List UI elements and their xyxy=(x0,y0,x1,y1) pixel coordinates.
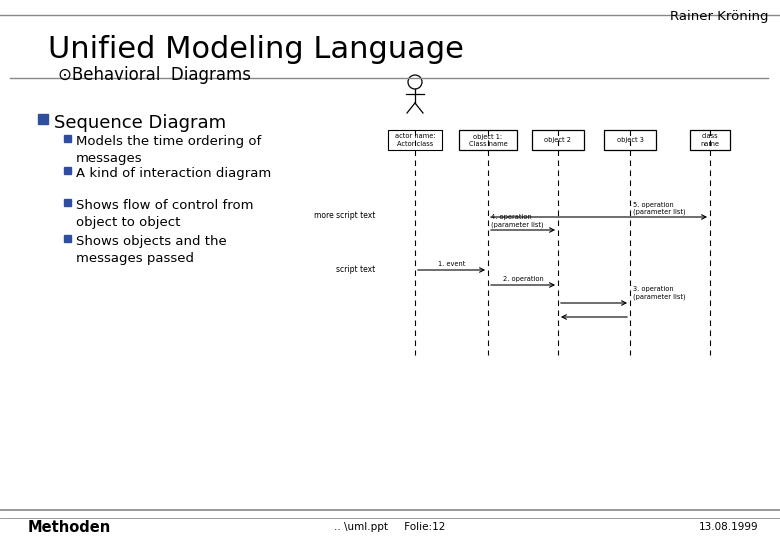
Bar xyxy=(64,167,71,174)
Bar xyxy=(388,130,442,150)
Bar xyxy=(459,130,517,150)
Bar xyxy=(532,130,584,150)
Text: Shows flow of control from
object to object: Shows flow of control from object to obj… xyxy=(76,199,254,229)
Text: Methoden: Methoden xyxy=(28,519,112,535)
Bar xyxy=(690,130,730,150)
Text: 13.08.1999: 13.08.1999 xyxy=(698,522,758,532)
Text: 2. operation: 2. operation xyxy=(502,276,544,282)
Bar xyxy=(64,199,71,206)
Bar xyxy=(604,130,656,150)
Bar xyxy=(64,135,71,142)
Text: actor name:
Actor class: actor name: Actor class xyxy=(395,133,435,146)
Text: 1. event: 1. event xyxy=(438,261,465,267)
Text: Rainer Kröning: Rainer Kröning xyxy=(669,10,768,23)
Text: object 2: object 2 xyxy=(544,137,572,143)
Text: ⊙Behavioral  Diagrams: ⊙Behavioral Diagrams xyxy=(58,66,251,84)
Text: .. \uml.ppt     Folie:12: .. \uml.ppt Folie:12 xyxy=(335,522,445,532)
Text: Shows objects and the
messages passed: Shows objects and the messages passed xyxy=(76,235,227,265)
Text: Unified Modeling Language: Unified Modeling Language xyxy=(48,35,464,64)
Text: object 3: object 3 xyxy=(616,137,644,143)
Text: 3. operation
(parameter list): 3. operation (parameter list) xyxy=(633,287,686,300)
Text: Models the time ordering of
messages: Models the time ordering of messages xyxy=(76,135,261,165)
Text: A kind of interaction diagram: A kind of interaction diagram xyxy=(76,167,271,180)
Bar xyxy=(64,235,71,242)
Text: 4. operation
(parameter list): 4. operation (parameter list) xyxy=(491,214,544,228)
Text: object 1:
Class name: object 1: Class name xyxy=(469,133,507,146)
Text: more script text: more script text xyxy=(314,211,375,219)
Text: 5. operation
(parameter list): 5. operation (parameter list) xyxy=(633,201,686,215)
Text: class
name: class name xyxy=(700,133,719,146)
Bar xyxy=(38,114,48,124)
Text: Sequence Diagram: Sequence Diagram xyxy=(54,114,226,132)
Text: script text: script text xyxy=(335,266,375,274)
